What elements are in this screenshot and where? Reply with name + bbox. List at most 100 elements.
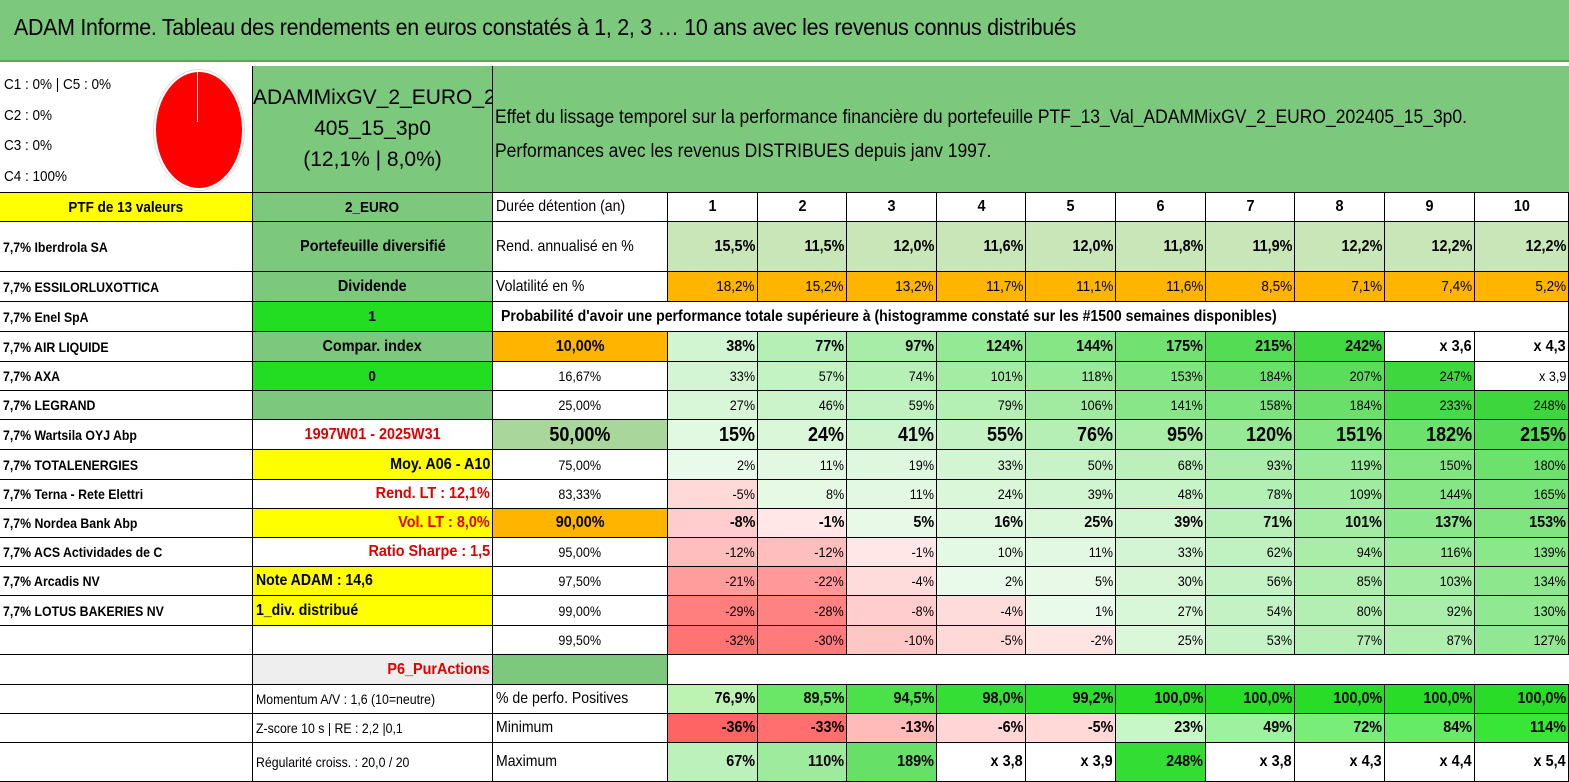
proba-value-cell: -12% xyxy=(668,538,758,567)
cell-text: 130% xyxy=(1533,602,1566,619)
proba-value-cell: 139% xyxy=(1475,538,1569,567)
cell-text: Z-score 10 s | RE : 2,2 |0,1 xyxy=(256,720,403,736)
cell-text: Minimum xyxy=(496,719,554,736)
cell-text: 175% xyxy=(1166,337,1203,355)
vol-cell: 13,2% xyxy=(847,272,937,302)
cell-text: 30% xyxy=(1177,573,1203,589)
cell-text: 39% xyxy=(1174,514,1203,531)
cell-text: 110% xyxy=(807,753,844,770)
cell-text: 33% xyxy=(997,456,1023,473)
proba-value-cell: -5% xyxy=(937,626,1026,655)
proba-value-cell: 158% xyxy=(1206,391,1295,420)
min-cell: 114% xyxy=(1475,714,1569,743)
cell-text: 19% xyxy=(908,456,934,473)
proba-value-cell: -4% xyxy=(937,596,1026,626)
cell-text: 5% xyxy=(1094,573,1113,589)
proba-value-cell: 24% xyxy=(758,420,847,450)
cell-text: 11,7% xyxy=(985,278,1023,295)
proba-value-cell: 78% xyxy=(1206,480,1295,509)
info-cell: 0 xyxy=(253,362,493,391)
proba-value-cell: 242% xyxy=(1295,332,1385,362)
positive-cell: 100,0% xyxy=(1116,685,1206,714)
cell-text: 144% xyxy=(1076,337,1113,355)
cell-text: 78% xyxy=(1266,486,1292,502)
cell-text: -5% xyxy=(1000,632,1023,648)
proba-value-cell: 5% xyxy=(847,509,937,538)
cell-text: Moy. A06 - A10 xyxy=(389,455,490,473)
cell-text: -12% xyxy=(814,544,844,560)
proba-value-cell: 50% xyxy=(1026,450,1116,480)
bottom-info-cell: Z-score 10 s | RE : 2,2 |0,1 xyxy=(253,714,493,743)
cell-text: 165% xyxy=(1533,486,1566,502)
cell-text: x 4,3 xyxy=(1349,753,1382,770)
proba-value-cell: 39% xyxy=(1026,480,1116,509)
cell-text: 7,7% ESSILORLUXOTTICA xyxy=(3,278,160,295)
holding-row: 7,7% Wartsila OYJ Abp xyxy=(0,420,253,450)
rend-cell: 15,5% xyxy=(668,222,758,272)
cell-text: 80% xyxy=(1356,602,1382,619)
year-header: 8 xyxy=(1295,193,1385,222)
info-cell xyxy=(253,626,493,655)
proba-value-cell: x 3,6 xyxy=(1385,332,1475,362)
probability-cell: 83,33% xyxy=(493,480,668,509)
cell-text: -5% xyxy=(1087,719,1113,736)
proba-value-cell: 144% xyxy=(1026,332,1116,362)
cell-text: Maximum xyxy=(496,753,558,770)
empty-cell xyxy=(0,655,253,685)
cell-text: 7,7% Arcadis NV xyxy=(3,573,100,589)
cell-text: 116% xyxy=(1440,544,1472,560)
cell-text: -8% xyxy=(729,514,755,531)
cell-text: 124% xyxy=(986,337,1023,355)
proba-value-cell: 247% xyxy=(1385,362,1475,391)
cell-text: -4% xyxy=(911,573,934,589)
cell-text: 7,7% Nordea Bank Abp xyxy=(3,515,138,531)
cell-text: 5 xyxy=(1066,198,1075,215)
proba-value-cell: 53% xyxy=(1206,626,1295,655)
pie-slice-divider xyxy=(197,72,198,122)
cell-text: 8% xyxy=(825,486,844,502)
min-cell: 23% xyxy=(1116,714,1206,743)
cell-text: Régularité croiss. : 20,0 / 20 xyxy=(256,754,410,770)
proba-value-cell: 153% xyxy=(1475,509,1569,538)
proba-value-cell: 109% xyxy=(1295,480,1385,509)
cell-text: x 3,9 xyxy=(1538,368,1566,384)
cell-text: % de perfo. Positives xyxy=(496,690,629,707)
vol-cell: 8,5% xyxy=(1206,272,1295,302)
holding-row: 7,7% Nordea Bank Abp xyxy=(0,509,253,538)
cell-text: 247% xyxy=(1439,368,1472,384)
min-cell: 72% xyxy=(1295,714,1385,743)
cell-text: 189% xyxy=(897,753,934,770)
proba-value-cell: 101% xyxy=(937,362,1026,391)
cell-text: 83,33% xyxy=(558,486,602,502)
proba-value-cell: 56% xyxy=(1206,567,1295,596)
cell-text: 59% xyxy=(908,397,934,413)
proba-value-cell: 141% xyxy=(1116,391,1206,420)
proba-value-cell: 101% xyxy=(1295,509,1385,538)
cell-text: 8 xyxy=(1335,198,1344,215)
cell-text: 27% xyxy=(1177,602,1203,619)
proba-value-cell: 175% xyxy=(1116,332,1206,362)
probability-cell: 75,00% xyxy=(493,450,668,480)
probability-cell: 25,00% xyxy=(493,391,668,420)
proba-value-cell: 150% xyxy=(1385,450,1475,480)
cell-text: Ratio Sharpe : 1,5 xyxy=(368,543,490,560)
positive-cell: 100,0% xyxy=(1206,685,1295,714)
cell-text: 79% xyxy=(997,397,1023,413)
proba-value-cell: 16% xyxy=(937,509,1026,538)
proba-value-cell: 79% xyxy=(937,391,1026,420)
cell-text: 180% xyxy=(1533,456,1566,473)
vol-cell: 11,1% xyxy=(1026,272,1116,302)
cell-text: -10% xyxy=(904,632,934,648)
cell-text: 16% xyxy=(994,514,1023,531)
cell-text: 137% xyxy=(1435,514,1472,531)
proba-value-cell: 33% xyxy=(937,450,1026,480)
cell-text: 7,7% Terna - Rete Elettri xyxy=(3,486,144,502)
cell-text: 97% xyxy=(905,337,934,355)
positive-cell: 89,5% xyxy=(758,685,847,714)
holding-row: 7,7% AXA xyxy=(0,362,253,391)
cell-text: 215% xyxy=(1255,337,1292,355)
portfolio-name-line: 405_15_3p0 xyxy=(314,117,431,140)
cell-text: 139% xyxy=(1533,544,1566,560)
duration-label: Durée détention (an) xyxy=(493,193,668,222)
cell-text: 114% xyxy=(1529,719,1566,736)
